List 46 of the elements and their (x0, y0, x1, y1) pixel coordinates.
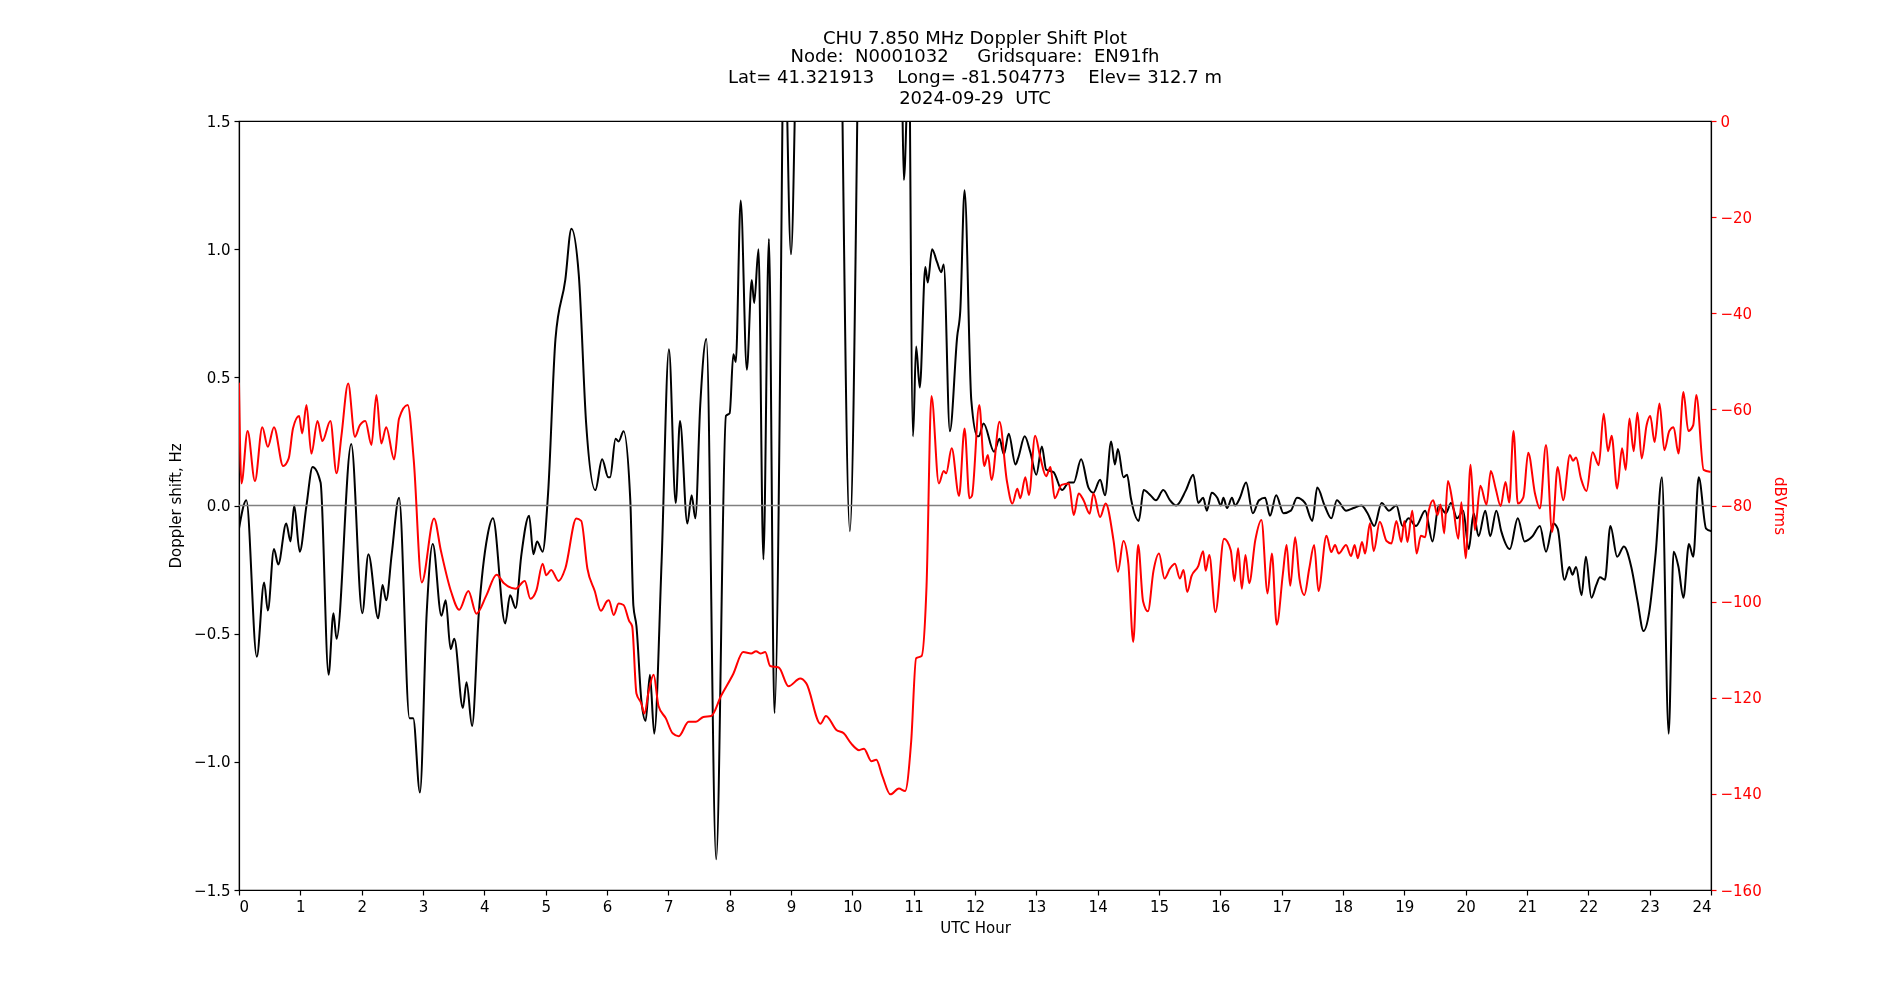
y2-tick-label: −40 (1720, 304, 1753, 323)
x-tick-label: 11 (904, 897, 924, 916)
line-series (239, 382, 1711, 796)
x-tick-label: 12 (965, 897, 986, 916)
x-tick-label: 1 (296, 897, 306, 916)
x-axis-title: UTC Hour (940, 918, 1012, 937)
x-tick-label: 14 (1088, 897, 1108, 916)
x-tick-label: 2 (357, 897, 367, 916)
y2-tick-label: −60 (1720, 400, 1753, 419)
x-tick-label: 7 (664, 897, 674, 916)
x-tick-label: 21 (1517, 897, 1538, 916)
y2-tick-label: −100 (1720, 593, 1762, 612)
y2-tick-label: −20 (1720, 208, 1753, 227)
x-tick-label: 24 (1692, 897, 1712, 916)
chart-title: CHU 7.850 MHz Doppler Shift Plot (823, 27, 1127, 48)
y2-tick-label: 0 (1720, 112, 1731, 131)
y2-tick-label: −140 (1720, 785, 1762, 804)
x-tick-label: 23 (1640, 897, 1660, 916)
y-tick-label: 0.0 (206, 497, 231, 515)
y2-tick-label: −80 (1720, 497, 1753, 515)
x-tick-label: 18 (1333, 897, 1354, 916)
x-tick-label: 6 (602, 897, 613, 916)
x-tick-label: 10 (843, 897, 863, 916)
x-tick-label: 19 (1395, 897, 1415, 916)
y-tick-label: −0.5 (194, 625, 231, 644)
y-tick-label: 1.5 (206, 112, 231, 131)
y2-axis-title: dBVrms (1770, 477, 1789, 536)
x-tick-label: 22 (1579, 897, 1599, 916)
y-axis-title: Doppler shift, Hz (167, 443, 186, 569)
x-tick-label: 9 (786, 897, 797, 916)
x-tick-label: 0 (239, 897, 250, 916)
x-tick-label: 5 (541, 897, 551, 916)
y-tick-label: −1.0 (194, 753, 231, 772)
x-tick-label: 4 (480, 897, 490, 916)
x-tick-label: 3 (418, 897, 429, 916)
x-tick-label: 16 (1211, 897, 1231, 916)
x-tick-label: 15 (1149, 897, 1170, 916)
x-tick-label: 20 (1456, 897, 1476, 916)
y2-tick-label: −120 (1720, 689, 1762, 708)
y2-tick-label: −160 (1720, 881, 1762, 900)
y-tick-label: 1.0 (206, 240, 231, 259)
x-tick-label: 8 (725, 897, 735, 916)
y-tick-label: 0.5 (206, 368, 231, 387)
x-tick-label: 17 (1272, 897, 1292, 916)
y-tick-label: −1.5 (194, 881, 231, 900)
x-tick-label: 13 (1027, 897, 1047, 916)
